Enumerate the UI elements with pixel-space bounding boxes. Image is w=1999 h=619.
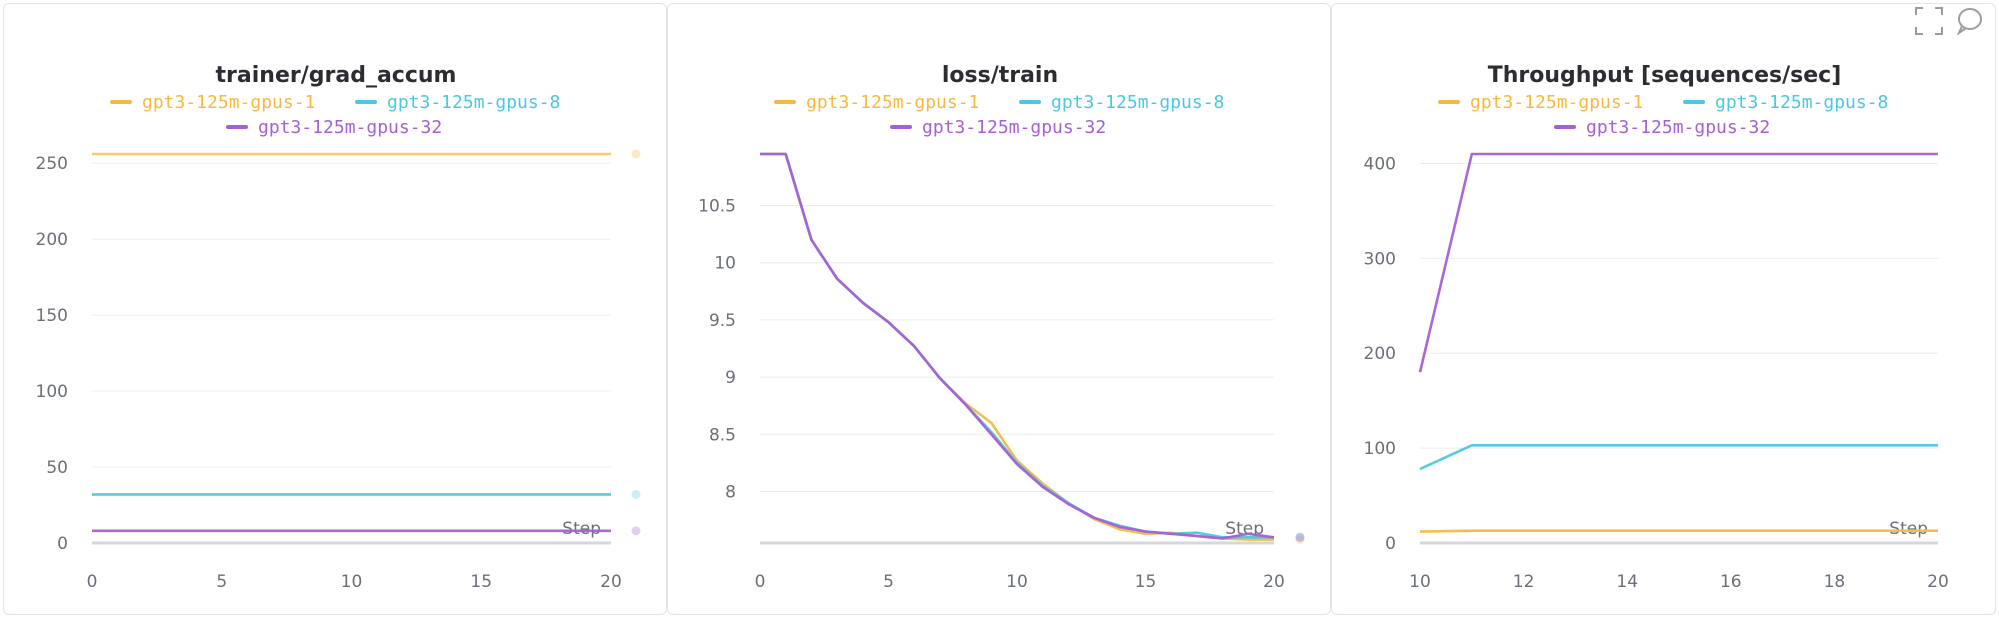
- legend-label: gpt3-125m-gpus-32: [258, 117, 442, 138]
- x-tick-label: 10: [1006, 572, 1028, 592]
- series-end-marker: [631, 149, 641, 159]
- y-tick-label: 200: [36, 230, 68, 250]
- series-line[interactable]: [760, 152, 1274, 541]
- series-end-marker: [631, 489, 641, 499]
- legend-item[interactable]: gpt3-125m-gpus-1: [110, 92, 315, 113]
- comment-icon[interactable]: [1952, 4, 1986, 38]
- x-tick-label: 5: [216, 572, 227, 592]
- y-tick-label: 10: [714, 254, 736, 274]
- chart-panel-grad-accum[interactable]: trainer/grad_accum gpt3-125m-gpus-1 gpt3-1…: [3, 3, 667, 615]
- chart-grad-accum: trainer/grad_accum gpt3-125m-gpus-1 gpt3-1…: [36, 63, 641, 592]
- legend-label: gpt3-125m-gpus-8: [1051, 92, 1224, 113]
- legend-label: gpt3-125m-gpus-32: [1586, 117, 1770, 138]
- legend-item[interactable]: gpt3-125m-gpus-8: [1683, 92, 1888, 113]
- y-tick-label: 8: [725, 483, 736, 503]
- x-tick-label: 0: [87, 572, 98, 592]
- y-tick-label: 9: [725, 368, 736, 388]
- legend-item[interactable]: gpt3-125m-gpus-1: [774, 92, 979, 113]
- fullscreen-icon[interactable]: [1912, 4, 1946, 38]
- series-line[interactable]: [1419, 529, 1938, 533]
- legend-item[interactable]: gpt3-125m-gpus-1: [1438, 92, 1643, 113]
- x-tick-label: 14: [1616, 572, 1638, 592]
- y-tick-label: 50: [46, 458, 68, 478]
- legend-label: gpt3-125m-gpus-32: [922, 117, 1106, 138]
- y-tick-label: 150: [36, 306, 68, 326]
- x-tick-label: 0: [755, 572, 766, 592]
- y-tick-label: 9.5: [709, 311, 736, 331]
- series-end-marker: [1295, 532, 1305, 542]
- chart-title: trainer/grad_accum: [216, 63, 457, 88]
- chart-throughput: Throughput [sequences/sec] gpt3-125m-gpus…: [1364, 63, 1949, 592]
- y-tick-label: 0: [57, 534, 68, 554]
- series-end-marker: [1295, 535, 1305, 545]
- x-tick-label: 18: [1824, 572, 1846, 592]
- series-line[interactable]: [760, 152, 1275, 540]
- legend-item[interactable]: gpt3-125m-gpus-32: [890, 117, 1106, 138]
- y-tick-label: 8.5: [709, 425, 736, 445]
- chart-loss-train: loss/train gpt3-125m-gpus-1 gpt3-125m-gpus…: [698, 63, 1305, 592]
- y-tick-label: 100: [36, 382, 68, 402]
- legend-label: gpt3-125m-gpus-1: [1470, 92, 1643, 113]
- x-tick-label: 20: [1927, 572, 1949, 592]
- y-tick-label: 200: [1364, 344, 1396, 364]
- chart-panel-loss-train[interactable]: loss/train gpt3-125m-gpus-1 gpt3-125m-gpus…: [667, 3, 1331, 615]
- y-tick-label: 400: [1364, 154, 1396, 174]
- series-end-marker: [631, 526, 641, 536]
- x-tick-label: 12: [1513, 572, 1535, 592]
- chart-title: loss/train: [942, 63, 1058, 88]
- x-tick-label: 20: [1263, 572, 1285, 592]
- y-tick-label: 250: [36, 154, 68, 174]
- chart-panel-throughput[interactable]: Throughput [sequences/sec] gpt3-125m-gpus…: [1331, 3, 1996, 615]
- series-end-marker: [1295, 532, 1305, 542]
- legend-label: gpt3-125m-gpus-8: [387, 92, 560, 113]
- x-tick-label: 15: [470, 572, 492, 592]
- y-tick-label: 300: [1364, 249, 1396, 269]
- legend-item[interactable]: gpt3-125m-gpus-8: [1019, 92, 1224, 113]
- x-axis-label: Step: [562, 519, 601, 539]
- x-tick-label: 20: [600, 572, 622, 592]
- legend-label: gpt3-125m-gpus-1: [806, 92, 979, 113]
- legend-label: gpt3-125m-gpus-8: [1715, 92, 1888, 113]
- y-tick-label: 10.5: [698, 196, 736, 216]
- x-tick-label: 10: [1409, 572, 1431, 592]
- x-tick-label: 16: [1720, 572, 1742, 592]
- legend-item[interactable]: gpt3-125m-gpus-32: [226, 117, 442, 138]
- legend-item[interactable]: gpt3-125m-gpus-8: [355, 92, 560, 113]
- x-axis-label: Step: [1889, 519, 1928, 539]
- y-tick-label: 100: [1364, 439, 1396, 459]
- x-tick-label: 15: [1135, 572, 1157, 592]
- series-line[interactable]: [1418, 152, 1938, 373]
- series-line[interactable]: [1419, 443, 1938, 471]
- y-tick-label: 0: [1385, 534, 1396, 554]
- x-tick-label: 10: [341, 572, 363, 592]
- legend-item[interactable]: gpt3-125m-gpus-32: [1554, 117, 1770, 138]
- series-line[interactable]: [760, 152, 1274, 539]
- legend-label: gpt3-125m-gpus-1: [142, 92, 315, 113]
- chart-title: Throughput [sequences/sec]: [1488, 63, 1842, 88]
- x-tick-label: 5: [883, 572, 894, 592]
